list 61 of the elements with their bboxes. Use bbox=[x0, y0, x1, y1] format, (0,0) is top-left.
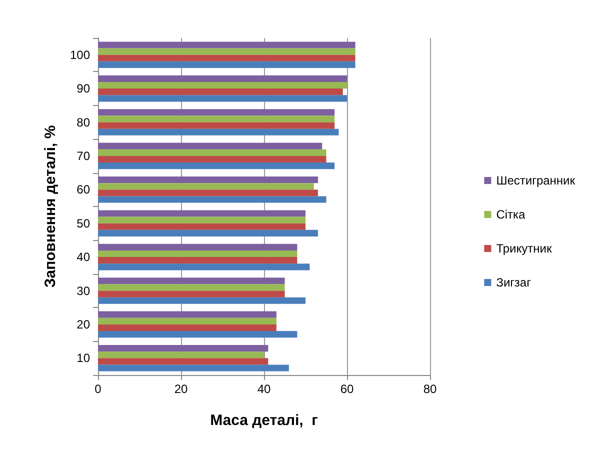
y-tick-label: 70 bbox=[76, 148, 90, 163]
bar bbox=[98, 54, 356, 62]
y-tick-label: 90 bbox=[76, 82, 90, 96]
y-tick-label: 30 bbox=[76, 284, 90, 298]
legend-label: Шестигранник bbox=[496, 174, 576, 188]
y-tick-label: 100 bbox=[70, 48, 90, 62]
bar bbox=[98, 345, 268, 352]
bar bbox=[98, 311, 276, 318]
x-axis-title: Маса деталі, г bbox=[210, 412, 318, 429]
bar bbox=[98, 162, 335, 170]
bar bbox=[98, 210, 306, 217]
bar bbox=[98, 352, 264, 358]
bar bbox=[98, 116, 335, 122]
x-tick-label: 80 bbox=[423, 382, 437, 396]
bar bbox=[98, 183, 314, 190]
legend-label: Трикутник bbox=[496, 242, 552, 256]
bar bbox=[98, 223, 306, 230]
bar bbox=[98, 48, 356, 55]
legend-label: Сітка bbox=[496, 208, 526, 222]
bar bbox=[98, 244, 298, 250]
bar bbox=[98, 196, 326, 203]
bar bbox=[98, 364, 289, 372]
y-tick-label: 80 bbox=[76, 115, 90, 130]
bar bbox=[98, 122, 335, 129]
y-axis-title: Заповнення деталі, % bbox=[42, 125, 59, 288]
bar bbox=[98, 109, 335, 116]
bar bbox=[98, 216, 306, 224]
bar bbox=[98, 250, 298, 258]
y-tick-label: 60 bbox=[76, 182, 90, 197]
x-tick-label: 60 bbox=[340, 382, 354, 396]
bar bbox=[98, 297, 306, 304]
bar bbox=[98, 42, 356, 48]
x-tick-label: 20 bbox=[174, 382, 188, 396]
bar bbox=[98, 230, 318, 236]
y-tick-label: 10 bbox=[76, 351, 90, 366]
bar bbox=[98, 318, 276, 324]
bar bbox=[98, 257, 298, 264]
bar bbox=[98, 290, 285, 298]
y-tick-label: 40 bbox=[76, 250, 90, 264]
bar bbox=[98, 176, 318, 184]
x-tick-label: 40 bbox=[257, 382, 271, 396]
bar bbox=[98, 331, 298, 338]
bar bbox=[98, 82, 347, 89]
bar bbox=[98, 190, 318, 196]
bar bbox=[98, 358, 268, 365]
y-tick-label: 50 bbox=[76, 216, 90, 230]
bar bbox=[98, 128, 339, 136]
bar bbox=[98, 156, 326, 163]
bar bbox=[98, 142, 322, 150]
y-tick-label: 20 bbox=[76, 317, 90, 332]
bar bbox=[98, 61, 356, 68]
bar bbox=[98, 88, 343, 96]
bar bbox=[98, 75, 347, 82]
legend-label: Зигзаг bbox=[496, 276, 532, 290]
bar bbox=[98, 95, 347, 102]
bar bbox=[98, 324, 276, 332]
bar bbox=[98, 284, 285, 291]
bar bbox=[98, 264, 310, 270]
bar bbox=[98, 149, 326, 156]
x-tick-label: 0 bbox=[94, 382, 102, 396]
bar bbox=[98, 278, 285, 284]
